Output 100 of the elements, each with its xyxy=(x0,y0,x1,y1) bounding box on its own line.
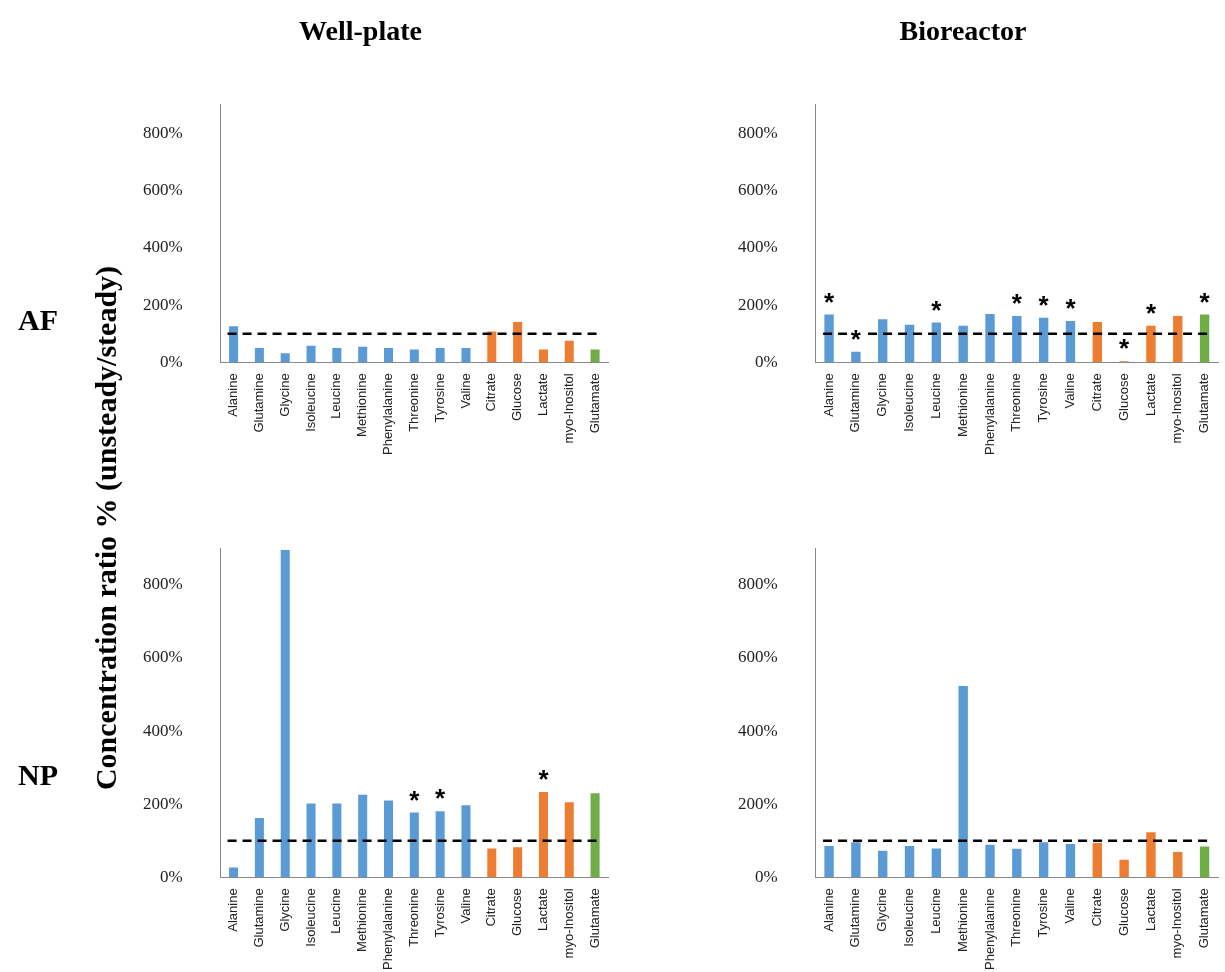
y-tick-label: 0% xyxy=(754,351,778,371)
x-tick-label: Citrate xyxy=(483,888,499,927)
bar xyxy=(958,325,968,363)
bar xyxy=(383,800,394,878)
y-tick-label: 400% xyxy=(737,720,778,740)
x-tick-label: Lactate xyxy=(1142,888,1158,931)
x-tick-label: Glutamine xyxy=(847,888,863,948)
y-tick-label: 200% xyxy=(737,793,778,813)
x-tick-label: Valine xyxy=(1062,373,1078,409)
annotation: * xyxy=(538,764,550,795)
bar xyxy=(1012,848,1022,878)
x-tick-label: Phenylalanine xyxy=(380,888,396,971)
x-tick-label: Citrate xyxy=(1088,888,1104,927)
x-tick-label: Phenylalanine xyxy=(981,888,997,971)
bar xyxy=(1092,842,1102,878)
bar xyxy=(358,794,368,878)
x-tick-label: Valine xyxy=(457,373,473,409)
bar xyxy=(904,845,915,878)
bar xyxy=(487,848,497,878)
x-tick-label: Glucose xyxy=(1115,373,1131,422)
bar xyxy=(306,803,316,878)
x-tick-label: Valine xyxy=(457,888,473,924)
text: NP xyxy=(18,758,58,792)
bar xyxy=(851,842,861,878)
y-tick-label: 800% xyxy=(737,122,778,142)
bar xyxy=(383,348,394,363)
bar xyxy=(590,349,600,363)
bar xyxy=(487,331,497,363)
bar xyxy=(461,348,471,363)
x-tick-label: Valine xyxy=(1062,888,1078,924)
x-tick-label: Leucine xyxy=(927,373,943,419)
bar xyxy=(1065,844,1076,878)
bar xyxy=(931,848,942,878)
y-axis-title: Concentration ratio % (unsteady/steady) xyxy=(89,265,123,791)
bar xyxy=(513,847,523,878)
x-tick-label: Glycine xyxy=(276,373,292,417)
x-tick-label: Isoleucine xyxy=(901,888,917,947)
bar xyxy=(985,313,995,363)
bar xyxy=(590,793,600,878)
x-tick-label: Phenylalanine xyxy=(981,373,997,456)
x-tick-label: myo-Inositol xyxy=(560,373,576,444)
bar xyxy=(958,686,968,878)
x-tick-label: Methionine xyxy=(954,373,970,437)
y-tick-label: 200% xyxy=(737,294,778,314)
x-tick-label: Alanine xyxy=(820,888,836,932)
x-tick-label: Tyrosine xyxy=(431,888,447,938)
bar xyxy=(461,805,471,878)
bar xyxy=(538,349,548,363)
bar xyxy=(985,844,995,878)
bar xyxy=(824,845,834,878)
x-tick-label: Citrate xyxy=(1088,373,1104,412)
bar xyxy=(1119,859,1129,878)
bar xyxy=(254,818,264,878)
x-tick-label: myo-Inositol xyxy=(560,888,576,959)
x-tick-label: Lactate xyxy=(535,373,551,416)
y-tick-label: 600% xyxy=(737,179,778,199)
x-tick-label: Glycine xyxy=(276,888,292,932)
bar xyxy=(564,802,574,878)
x-tick-label: Lactate xyxy=(1142,373,1158,416)
x-tick-label: Threonine xyxy=(405,888,421,947)
y-tick-label: 200% xyxy=(142,294,183,314)
x-tick-label: Glucose xyxy=(1115,888,1131,937)
x-tick-label: Leucine xyxy=(927,888,943,934)
x-tick-label: Glutamine xyxy=(847,373,863,433)
chart-title: Well-plate xyxy=(299,15,422,47)
y-tick-label: 400% xyxy=(142,237,183,257)
x-tick-label: Threonine xyxy=(1008,373,1024,432)
x-tick-label: Alanine xyxy=(225,373,241,417)
bar xyxy=(229,867,239,878)
annotation: * xyxy=(409,784,421,815)
x-tick-label: Threonine xyxy=(405,373,421,432)
bar xyxy=(409,349,419,363)
x-tick-label: Isoleucine xyxy=(302,373,318,432)
x-tick-label: Glycine xyxy=(874,373,890,417)
x-tick-label: Isoleucine xyxy=(302,888,318,947)
x-tick-label: Glycine xyxy=(874,888,890,932)
x-tick-label: Glucose xyxy=(509,373,525,422)
y-tick-label: 600% xyxy=(142,179,183,199)
x-tick-label: Methionine xyxy=(354,373,370,437)
y-tick-label: 0% xyxy=(159,351,183,371)
bar xyxy=(280,353,290,363)
x-tick-label: myo-Inositol xyxy=(1169,373,1185,444)
y-tick-label: 600% xyxy=(142,647,183,667)
y-tick-label: 200% xyxy=(142,793,183,813)
x-tick-label: Phenylalanine xyxy=(380,373,396,456)
bar xyxy=(332,803,342,878)
annotation: * xyxy=(1065,293,1077,324)
x-tick-label: Glutamate xyxy=(586,373,602,434)
x-tick-label: Lactate xyxy=(535,888,551,931)
y-tick-label: 800% xyxy=(737,574,778,594)
x-tick-label: Threonine xyxy=(1008,888,1024,947)
x-tick-label: Alanine xyxy=(820,373,836,417)
x-tick-label: Glucose xyxy=(509,888,525,937)
annotation: * xyxy=(435,783,447,814)
bar xyxy=(1038,842,1049,878)
x-tick-label: Methionine xyxy=(354,888,370,952)
x-tick-label: myo-Inositol xyxy=(1169,888,1185,959)
annotation: * xyxy=(1038,289,1050,320)
annotation: * xyxy=(824,286,836,317)
x-tick-label: Tyrosine xyxy=(1035,373,1051,423)
